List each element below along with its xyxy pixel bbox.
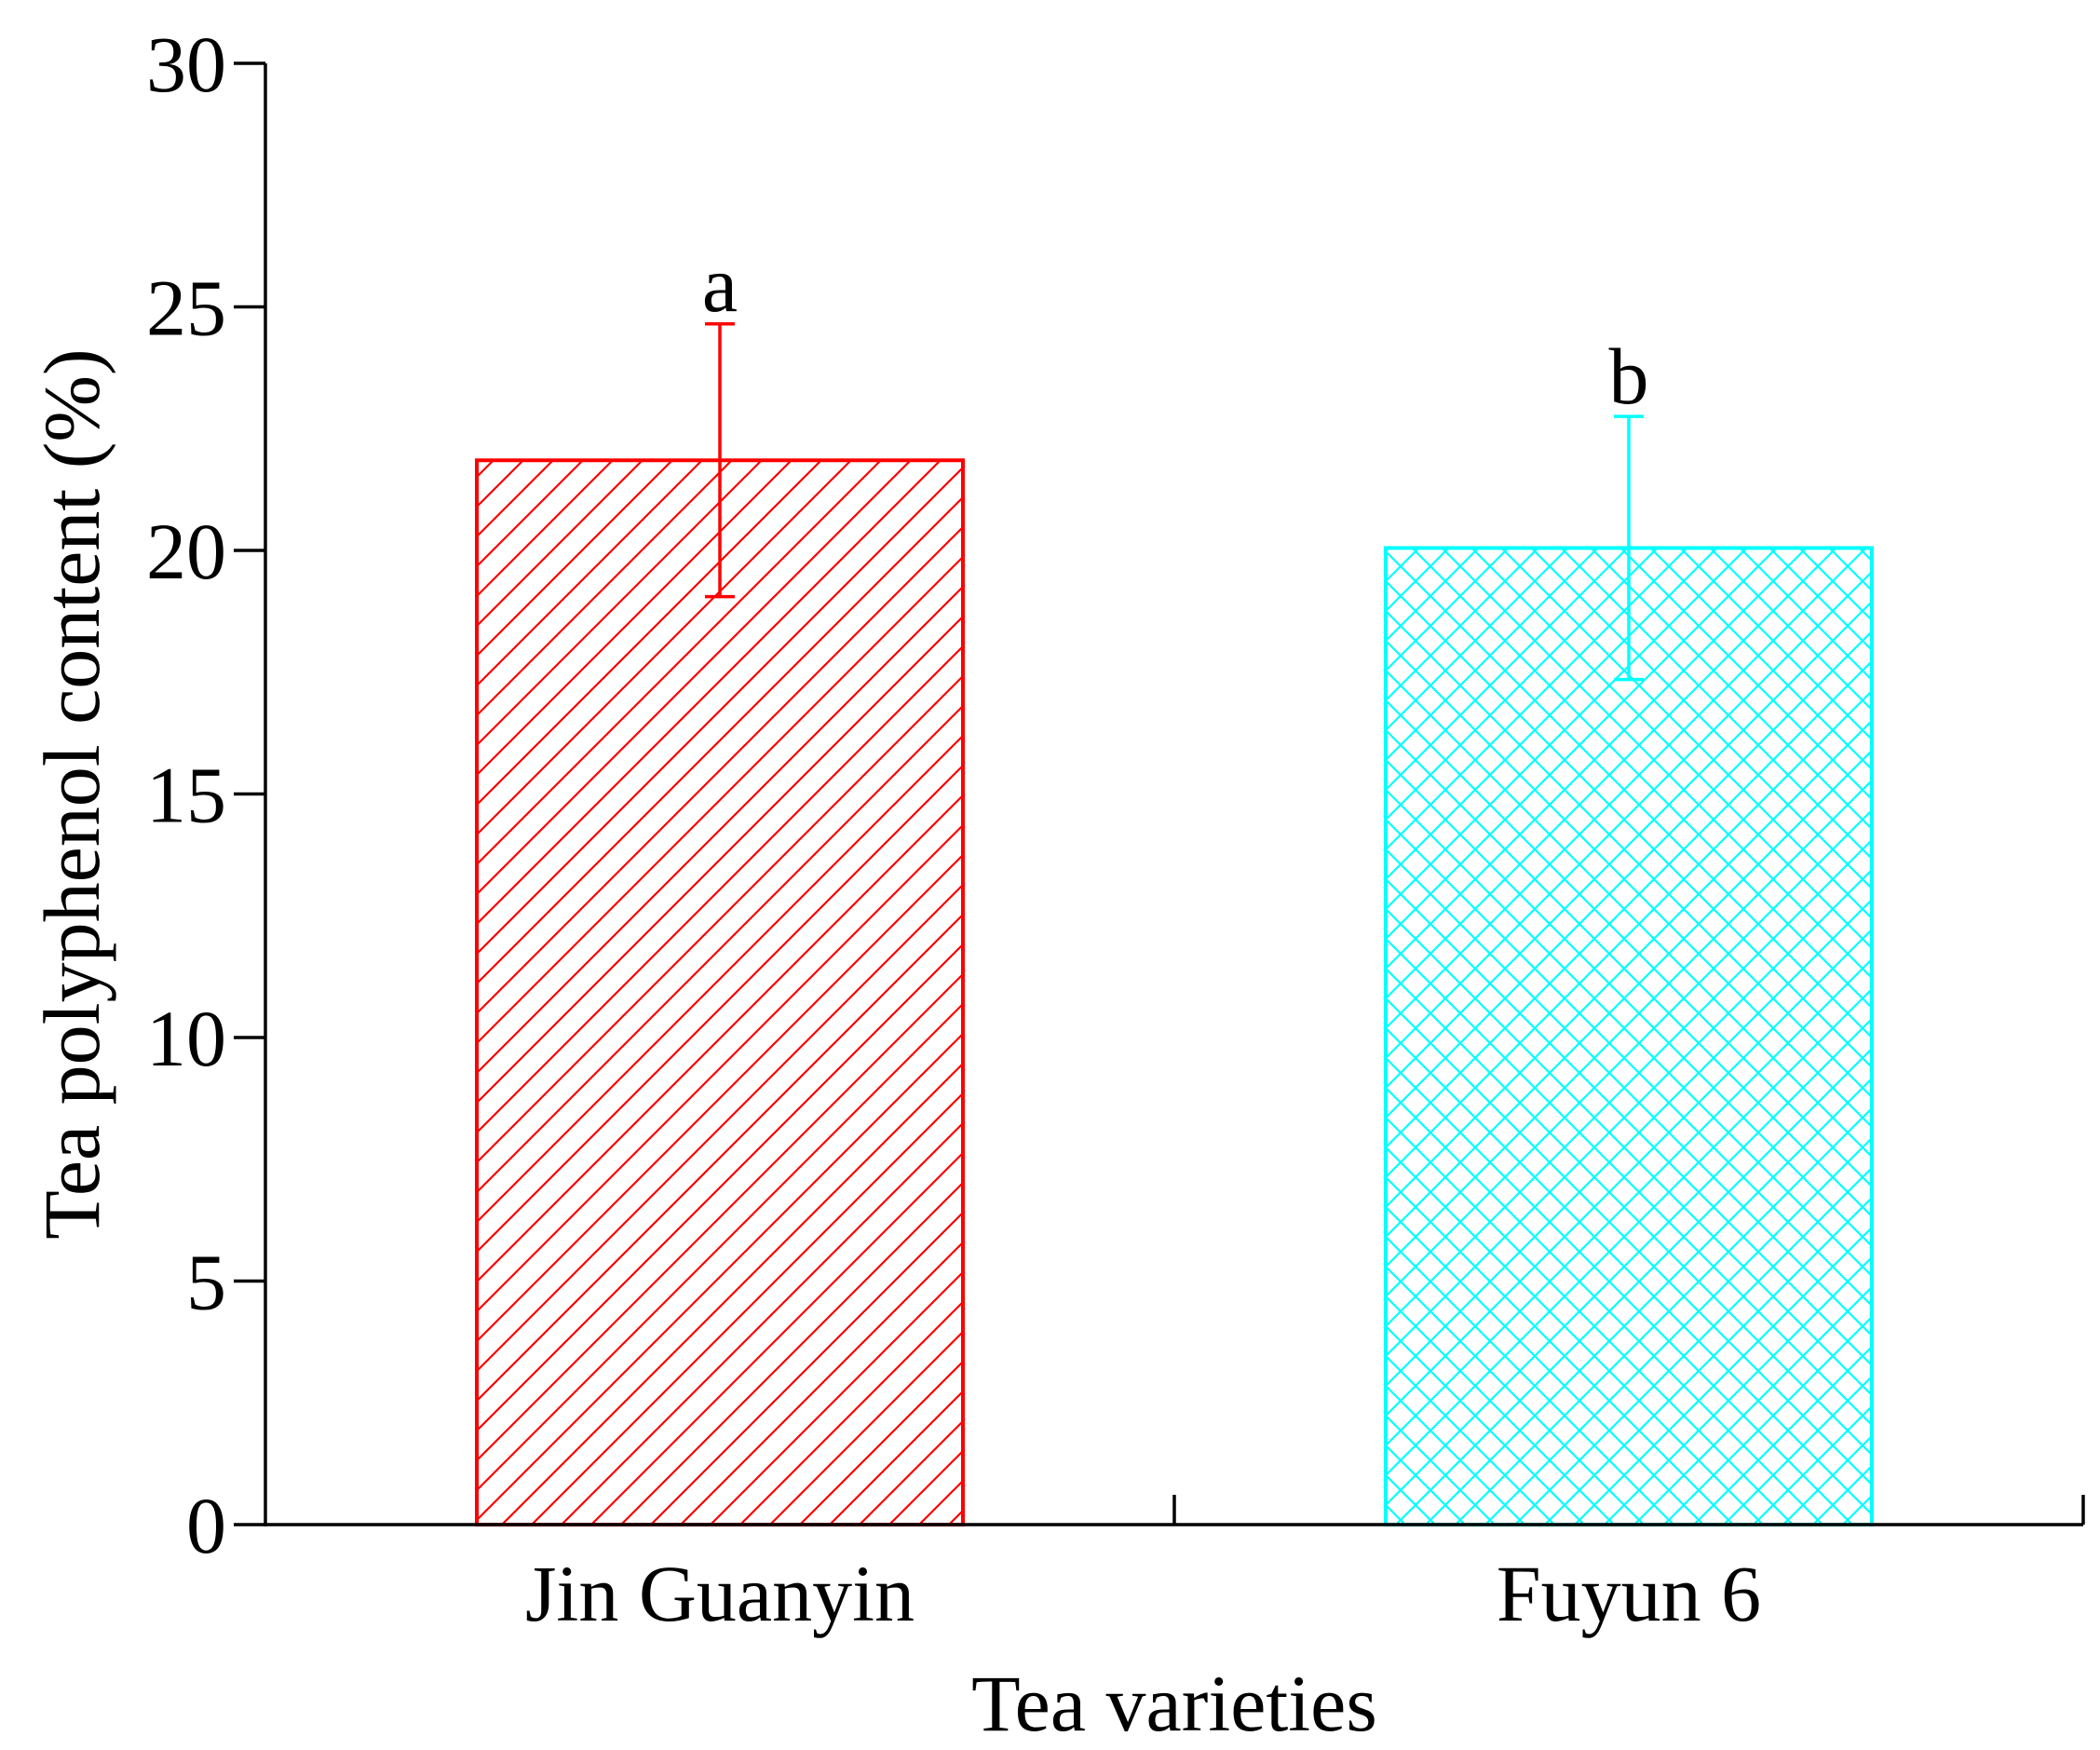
y-axis-title: Tea polyphenol content (%) [27,348,116,1239]
labels-layer: a Jin Guanyin b Fuyun 6 0 5 10 15 20 25 30 Tea vari… [27,20,1761,1748]
significance-label-1: b [1609,332,1649,421]
y-tick-label-4: 20 [146,507,226,596]
y-tick-label-0: 0 [186,1481,226,1570]
x-axis-title: Tea varieties [971,1659,1377,1748]
x-tick-label-1: Fuyun 6 [1497,1549,1761,1638]
y-tick-label-3: 15 [146,751,226,840]
y-tick-label-2: 10 [146,994,226,1083]
bars-layer [475,322,1874,1526]
x-tick-label-0: Jin Guanyin [525,1549,915,1638]
significance-label-0: a [702,239,738,329]
bar-1 [1384,546,1874,1526]
y-tick-label-1: 5 [186,1238,226,1327]
y-tick-label-6: 30 [146,20,226,109]
bar-0 [475,458,965,1526]
axes-layer [234,61,2085,1526]
y-tick-label-5: 25 [146,264,226,353]
